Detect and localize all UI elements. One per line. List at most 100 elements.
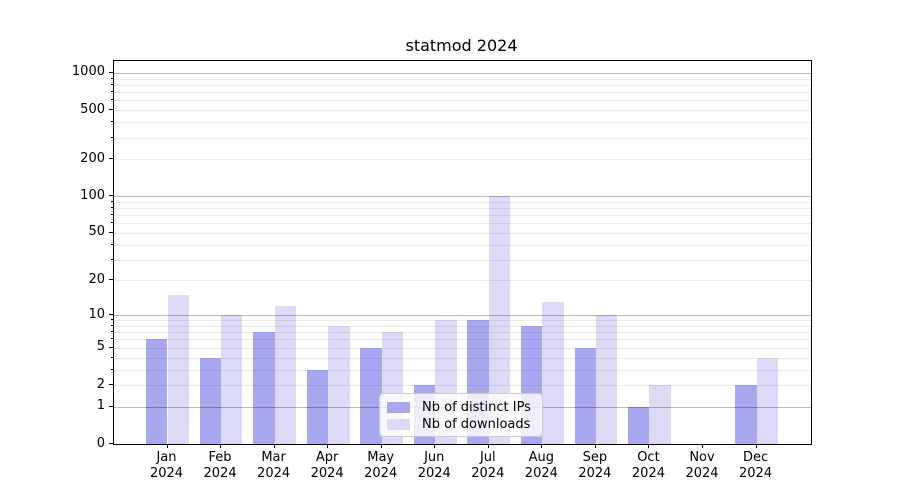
gridline-500 [114, 110, 811, 112]
gridline-200 [114, 159, 811, 161]
legend-label-distinct-ips: Nb of distinct IPs [422, 400, 531, 415]
bar-ips-dec [735, 385, 757, 444]
y-minor-tick-6 [111, 338, 113, 340]
x-tick-oct [648, 444, 650, 448]
legend-swatch-downloads [387, 419, 410, 430]
y-minor-tick-70 [111, 214, 113, 216]
bar-downloads-jan [167, 295, 189, 444]
bar-downloads-dec [756, 357, 778, 444]
x-tick-jul [487, 444, 489, 448]
x-tick-apr [327, 444, 329, 448]
y-tick-100 [109, 195, 113, 197]
gridline-9 [114, 320, 811, 322]
gridline-30 [114, 259, 811, 261]
x-tick-label-jan: Jan 2024 [149, 450, 184, 481]
y-minor-tick-30 [111, 258, 113, 260]
bar-ips-oct [628, 406, 650, 444]
bar-ips-mar [253, 332, 275, 444]
x-tick-label-aug: Aug 2024 [524, 450, 558, 481]
x-tick-label-mar: Mar 2024 [257, 450, 291, 481]
y-minor-tick-900 [111, 77, 113, 79]
gridline-300 [114, 137, 811, 139]
y-minor-tick-80 [111, 207, 113, 208]
y-tick-label-0: 0 [96, 435, 105, 451]
legend-item-downloads: Nb of downloads [387, 416, 535, 433]
gridline-10 [114, 315, 811, 317]
y-tick-label-5: 5 [96, 339, 105, 355]
y-minor-tick-9 [111, 319, 113, 321]
gridline-50 [114, 232, 811, 234]
gridline-3 [114, 369, 811, 371]
bar-downloads-apr [328, 326, 350, 444]
gridline-40 [114, 244, 811, 246]
gridline-700 [114, 92, 811, 94]
grid-layer [114, 61, 811, 444]
legend-label-downloads: Nb of downloads [422, 417, 531, 432]
gridline-4 [114, 357, 811, 359]
y-tick-10 [109, 314, 113, 316]
x-tick-may [380, 444, 382, 448]
y-tick-50 [109, 231, 113, 233]
y-minor-tick-90 [111, 200, 113, 202]
bar-ips-jan [146, 339, 168, 444]
y-tick-5 [109, 346, 113, 348]
y-tick-label-100: 100 [80, 187, 105, 203]
gridline-2 [114, 385, 811, 386]
bar-ips-feb [199, 357, 222, 444]
y-minor-tick-600 [111, 99, 113, 101]
gridline-400 [114, 122, 811, 124]
legend-item-distinct-ips: Nb of distinct IPs [387, 399, 535, 416]
y-tick-1 [109, 405, 113, 407]
y-tick-label-2: 2 [96, 376, 105, 392]
y-tick-label-200: 200 [80, 150, 105, 166]
bar-ips-apr [306, 369, 329, 444]
y-tick-0 [109, 443, 113, 444]
legend-swatch-distinct-ips [387, 402, 410, 413]
gridline-6 [114, 339, 811, 341]
x-tick-label-may: May 2024 [364, 450, 398, 481]
gridline-70 [114, 215, 811, 217]
gridline-1000 [114, 72, 811, 74]
x-tick-aug [541, 444, 543, 448]
y-minor-tick-800 [111, 83, 113, 85]
gridline-5 [114, 347, 811, 349]
x-tick-label-dec: Dec 2024 [739, 450, 773, 481]
y-minor-tick-700 [111, 91, 113, 93]
bar-downloads-feb [221, 315, 243, 444]
legend: Nb of distinct IPs Nb of downloads [379, 393, 543, 437]
y-minor-tick-3 [111, 368, 113, 370]
y-minor-tick-40 [111, 243, 113, 245]
x-tick-label-nov: Nov 2024 [685, 450, 719, 481]
x-tick-jun [434, 444, 436, 448]
x-tick-label-feb: Feb 2024 [203, 450, 237, 481]
y-tick-label-500: 500 [80, 101, 105, 117]
y-tick-label-10: 10 [88, 306, 105, 322]
x-tick-label-jul: Jul 2024 [471, 450, 505, 481]
bar-downloads-jul [488, 196, 511, 444]
x-tick-mar [273, 444, 275, 448]
y-tick-200 [109, 158, 113, 160]
y-tick-label-50: 50 [88, 224, 105, 240]
x-tick-label-sep: Sep 2024 [578, 450, 612, 481]
bar-ips-sep [574, 347, 596, 444]
y-minor-tick-7 [111, 331, 113, 333]
gridline-7 [114, 332, 811, 334]
x-tick-label-oct: Oct 2024 [631, 450, 665, 481]
bar-downloads-aug [542, 302, 564, 444]
y-minor-tick-8 [111, 325, 113, 326]
gridline-20 [114, 280, 811, 282]
x-tick-sep [594, 444, 596, 448]
x-tick-dec [755, 444, 757, 448]
bar-downloads-sep [595, 315, 618, 444]
chart-title: statmod 2024 [405, 36, 518, 55]
x-tick-jan [166, 444, 168, 448]
y-tick-20 [109, 279, 113, 281]
gridline-60 [114, 223, 811, 225]
y-minor-tick-400 [111, 121, 113, 123]
gridline-800 [114, 84, 811, 86]
gridline-90 [114, 201, 811, 203]
y-tick-label-1: 1 [96, 398, 105, 414]
bar-ips-may [360, 347, 382, 444]
gridline-100 [114, 196, 811, 198]
